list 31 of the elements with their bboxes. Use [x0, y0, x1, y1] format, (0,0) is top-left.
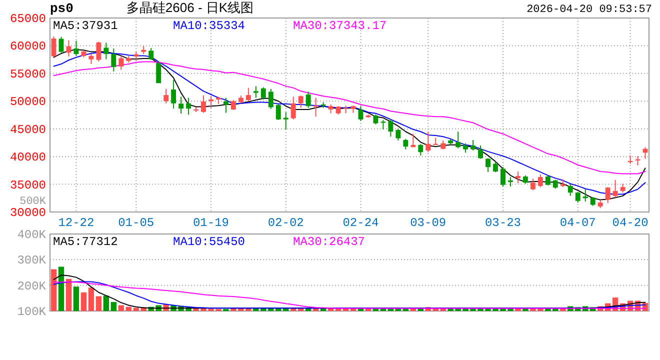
y-tick-label: 200K [17, 279, 47, 294]
x-tick-label: 04-07 [560, 216, 596, 230]
text: 500K [20, 196, 46, 208]
text: MA10:35334 [173, 19, 246, 33]
x-tick-label: 01-19 [192, 216, 229, 230]
text: MA5:77312 [53, 235, 118, 249]
y-tick-label: 60000 [10, 40, 46, 54]
x-tick-label: 03-23 [484, 216, 521, 230]
x-tick-label: 02-02 [268, 216, 304, 230]
text: MA30:26437 [293, 235, 366, 249]
y-tick-label: 400K [17, 228, 47, 242]
text: 2026-04-20 09:53:57 [526, 4, 652, 16]
y-tick-label: 55000 [10, 67, 46, 82]
y-tick-label: 40000 [10, 150, 46, 165]
text: MA30:37343.17 [293, 19, 387, 33]
text: ps0 [50, 1, 74, 16]
y-tick-label: 30000 [10, 206, 46, 220]
x-tick-label: 12-22 [58, 216, 94, 230]
y-tick-label: 45000 [10, 122, 46, 137]
y-tick-label: 100K [17, 305, 47, 319]
x-tick-label: 03-09 [410, 216, 446, 230]
y-tick-label: 35000 [10, 178, 46, 192]
chart-title: 多晶硅2606 - 日K线图 [126, 0, 254, 15]
x-tick-label: 04-20 [612, 216, 648, 230]
y-tick-label: 50000 [10, 95, 46, 110]
y-tick-label: 65000 [10, 12, 46, 26]
y-tick-label: 300K [17, 254, 47, 268]
x-tick-label: 01-05 [118, 216, 154, 230]
series-label: MA5:37931 [53, 19, 118, 33]
x-tick-label: 02-24 [342, 216, 379, 230]
text: MA10:55450 [173, 235, 246, 249]
